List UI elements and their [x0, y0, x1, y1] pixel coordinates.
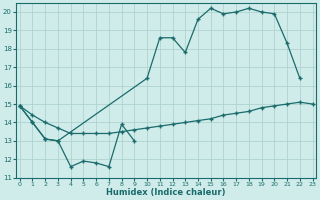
X-axis label: Humidex (Indice chaleur): Humidex (Indice chaleur)	[107, 188, 226, 197]
